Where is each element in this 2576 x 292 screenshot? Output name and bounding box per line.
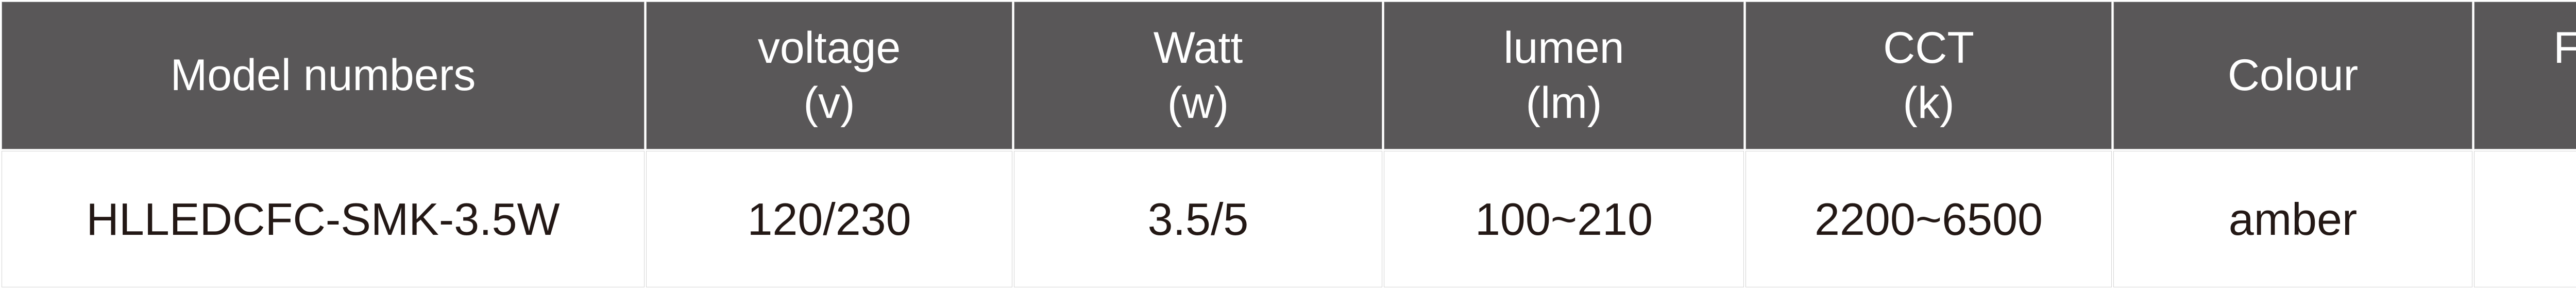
cell-model-number: HLLEDCFC-SMK-3.5W	[2, 151, 645, 287]
header-cell-colour: Colour	[2113, 2, 2472, 149]
cell-cct-value: 2200~6500	[1745, 151, 2112, 287]
header-cell-filaments-count: Filaments Count	[2474, 2, 2576, 149]
cell-colour-value: amber	[2113, 151, 2472, 287]
header-row: Model numbers voltage (v) Watt (w) lumen…	[2, 2, 2576, 149]
cell-watt-value: 3.5/5	[1014, 151, 1382, 287]
header-cell-watt: Watt (w)	[1014, 2, 1382, 149]
cell-lumen-value: 100~210	[1384, 151, 1744, 287]
table-row: HLLEDCFC-SMK-3.5W 120/230 3.5/5 100~210 …	[2, 151, 2576, 287]
header-cell-model-numbers: Model numbers	[2, 2, 645, 149]
header-cell-lumen: lumen (lm)	[1384, 2, 1744, 149]
header-cell-voltage: voltage (v)	[646, 2, 1012, 149]
header-cell-cct: CCT (k)	[1745, 2, 2112, 149]
cell-filaments-count-value: 2	[2474, 151, 2576, 287]
cell-voltage-value: 120/230	[646, 151, 1012, 287]
